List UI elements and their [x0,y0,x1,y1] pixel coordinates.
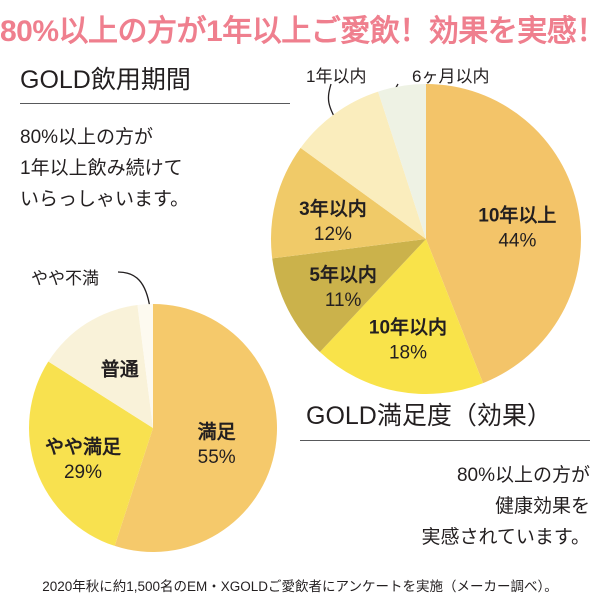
satisfaction-paragraph-line-3: 実感されています。 [421,527,590,548]
satisfaction-paragraph-line-1: 80%以上の方が [456,465,590,486]
duration-paragraph: 80%以上の方が 1年以上飲み続けて いらっしゃいます。 [20,122,189,215]
satisfaction-paragraph: 80%以上の方が 健康効果を 実感されています。 [290,460,590,553]
pie-slice [300,91,426,239]
pie-slice [28,361,154,546]
duration-callout-label-6months: 6ヶ月以内 [412,67,490,86]
pie-slice [272,239,426,352]
page-headline: 80%以上の方が1年以上ご愛飲！効果を実感！ [0,15,600,48]
satisfaction-callout-label-slightly-dissatisfied: やや不満 [31,269,99,288]
pie-slice-label: 10年以上 44% [478,204,556,252]
satisfaction-pie-svg: 満足 55% やや満足 29% 普通 [28,304,278,552]
duration-paragraph-line-1: 80%以上の方が [20,127,154,148]
pie-slice-label: 普通 [101,358,140,381]
pie-slice [137,304,153,428]
survey-footnote: 2020年秋に約1,500名のEM・XGOLDご愛飲者にアンケートを実施（メーカ… [42,579,558,594]
duration-title-rule [20,103,290,104]
duration-pie-svg: 10年以上 44% 10年以内 18%5年以内 11% 3年以内 12% [271,84,581,394]
pie-slice [114,304,278,552]
satisfaction-title-rule [300,440,590,441]
pie-slice [48,304,153,428]
duration-callout-label-1year: 1年以内 [306,67,367,86]
duration-paragraph-line-2: 1年以上飲み続けて [20,158,183,179]
duration-pie-chart: 10年以上 44% 10年以内 18% 5年以内 11% 3年以内 12% [266,79,586,399]
pie-slice-label: 満足 55% [198,421,237,468]
pie-slice [271,147,426,259]
pie-slice [319,239,484,394]
pie-slice-label: 3年以内 12% [299,197,367,245]
pie-slice [378,84,426,239]
pie-slice-label: やや満足 29% [45,436,122,483]
satisfaction-section-title: GOLD満足度（効果） [306,402,552,430]
pie-slice [426,84,581,384]
pie-slice-label: 10年以内 18% [369,315,447,363]
duration-paragraph-line-3: いらっしゃいます。 [20,189,190,210]
satisfaction-pie-chart: 満足 55% やや満足 29% 普通 [27,302,279,554]
pie-slice-label: 5年以内 11% [309,263,377,311]
duration-section-title: GOLD飲用期間 [20,66,191,94]
satisfaction-paragraph-line-2: 健康効果を [494,496,590,517]
